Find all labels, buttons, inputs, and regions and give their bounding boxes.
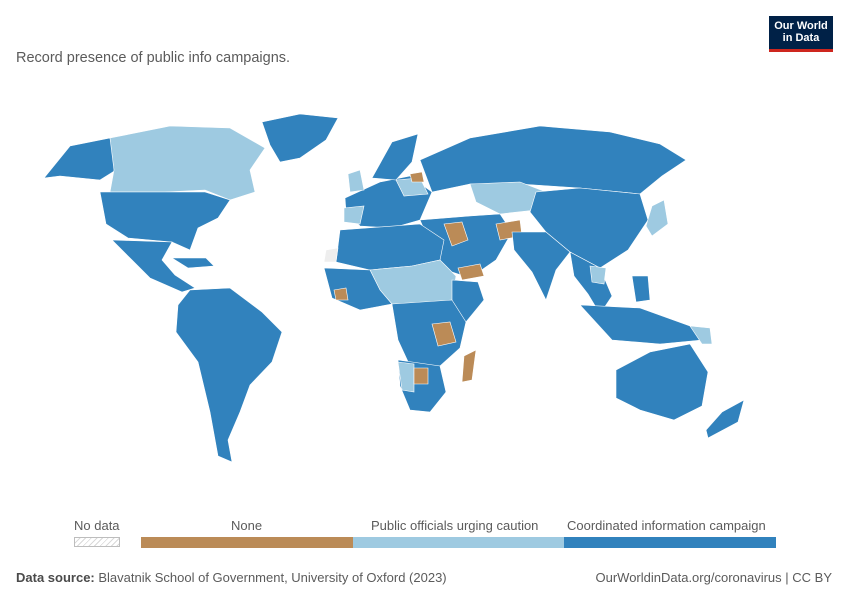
- region-canada[interactable]: [109, 125, 266, 201]
- region-caribbean[interactable]: [170, 257, 215, 269]
- chart-subtitle: Record presence of public info campaigns…: [16, 50, 291, 66]
- region-russia[interactable]: [419, 125, 687, 195]
- region-alaska[interactable]: [43, 137, 117, 181]
- region-madagascar[interactable]: [461, 349, 477, 383]
- region-greenland[interactable]: [261, 113, 339, 163]
- region-new-zealand[interactable]: [705, 399, 745, 439]
- legend-caution-bar[interactable]: [353, 537, 564, 548]
- region-tanzania[interactable]: [431, 321, 457, 347]
- legend-campaign-label: Coordinated information campaign: [567, 518, 766, 533]
- legend-no-data-swatch[interactable]: [74, 537, 120, 547]
- region-indonesia[interactable]: [579, 304, 703, 345]
- footer-link[interactable]: OurWorldinData.org/coronavirus | CC BY: [595, 570, 832, 585]
- region-sierra-leone-liberia[interactable]: [333, 287, 349, 301]
- region-central-africa[interactable]: [391, 299, 467, 367]
- region-papua-new-guinea[interactable]: [689, 325, 713, 345]
- region-mexico-central-america[interactable]: [111, 239, 196, 293]
- legend-caution-label: Public officials urging caution: [371, 518, 539, 533]
- region-yemen[interactable]: [457, 263, 485, 281]
- region-zimbabwe[interactable]: [413, 367, 429, 385]
- owid-logo[interactable]: Our World in Data: [769, 16, 833, 52]
- region-philippines[interactable]: [631, 275, 651, 303]
- region-namibia-botswana[interactable]: [397, 361, 415, 393]
- legend-none-bar[interactable]: [141, 537, 353, 548]
- data-source-label: Data source:: [16, 570, 95, 585]
- region-no-data-sahara[interactable]: [323, 247, 339, 263]
- region-iberia[interactable]: [343, 205, 365, 225]
- region-uk-ireland[interactable]: [347, 169, 365, 193]
- world-map: [43, 113, 745, 463]
- region-japan[interactable]: [645, 199, 669, 237]
- region-laos[interactable]: [589, 265, 607, 285]
- legend-campaign-bar[interactable]: [564, 537, 776, 548]
- region-latvia[interactable]: [409, 171, 425, 183]
- region-south-america[interactable]: [175, 287, 283, 463]
- region-scandinavia[interactable]: [371, 133, 419, 181]
- data-source-text: Blavatnik School of Government, Universi…: [94, 570, 447, 585]
- region-iraq[interactable]: [443, 221, 469, 247]
- data-source: Data source: Blavatnik School of Governm…: [16, 570, 447, 585]
- region-australia[interactable]: [615, 343, 709, 421]
- region-india[interactable]: [511, 231, 571, 301]
- legend-no-data-label: No data: [74, 518, 120, 533]
- legend-none-label: None: [231, 518, 263, 533]
- region-china[interactable]: [529, 187, 649, 269]
- region-usa[interactable]: [99, 191, 231, 251]
- logo-line-2: in Data: [782, 32, 820, 44]
- logo-line-1: Our World: [774, 20, 828, 32]
